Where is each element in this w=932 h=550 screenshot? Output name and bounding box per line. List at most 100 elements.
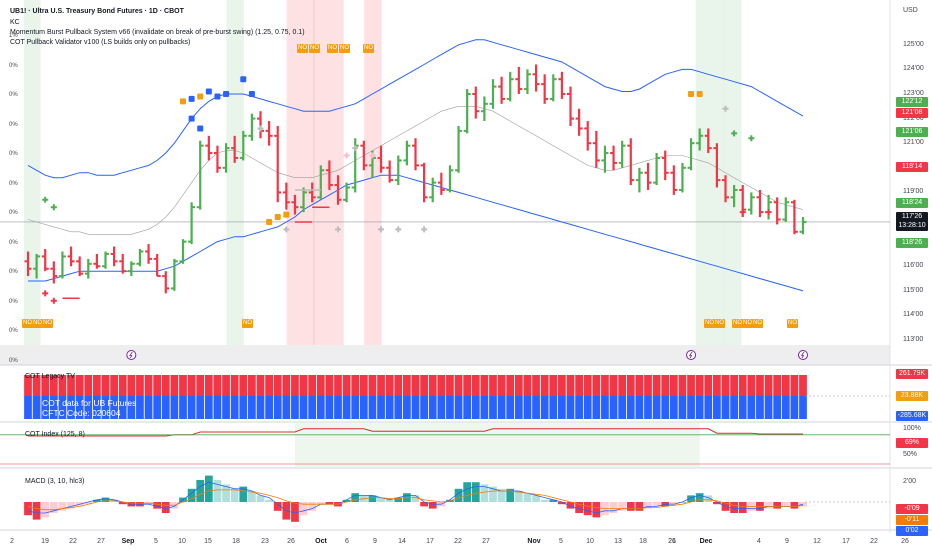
candle [282,182,290,210]
signal-square-marker [688,90,695,97]
macd-histogram-bar [730,502,738,513]
cot-short-bar [32,396,41,419]
cot-short-bar [549,396,558,419]
macd-histogram-bar [291,502,299,522]
macd-histogram-bar [626,502,635,511]
cot-long-bar [773,375,782,396]
indicator-cot-validator-label[interactable]: COT Pullback Validator v100 (LS builds o… [10,39,191,46]
price-tag: 13:28:10 [896,221,928,231]
macd-pane-title[interactable]: MACD (3, 10, hlc3) [25,478,85,485]
macd-histogram-bar [773,502,782,509]
candle [222,143,230,173]
price-label: 122'00 [903,114,924,122]
cot-short-bar [558,396,566,419]
candle [498,76,506,104]
macd-histogram-bar [385,499,394,502]
cot-long-bar [497,375,506,396]
price-tag: 121'06 [896,127,928,137]
plus-marker [50,204,57,211]
date-label: 15 [204,538,212,545]
candle [799,217,807,235]
macd-histogram-bar [256,495,265,502]
macd-histogram-bar [411,495,420,502]
candle [584,121,592,151]
macd-axis-label: 2'00 [903,478,917,485]
cot-short-bar [644,396,652,419]
macd-histogram-bar [161,502,170,513]
macd-histogram-bar [230,488,239,502]
no-signal-badge: NO [704,319,715,328]
cot-long-bar [506,375,515,396]
candle [188,202,196,245]
candle [627,138,635,186]
price-label: 114'00 [903,311,924,319]
cot-pane-title[interactable]: COT Legacy TV [25,373,75,380]
date-label: 13 [614,538,622,545]
no-signal-badge: NO [363,44,374,53]
cot-short-bar [385,396,394,419]
price-label: 116'00 [903,262,924,270]
candle [644,162,652,190]
currency-label: USD [903,7,918,14]
date-label: 26 [287,538,295,545]
cot-long-bar [351,375,360,396]
candle [127,261,135,277]
indicator-kc-label[interactable]: KC [10,19,20,26]
cot-long-bar [49,375,58,396]
price-tag: 117'26 [896,212,928,222]
macd-histogram-bar [58,502,67,511]
cot-long-bar [161,375,170,396]
candle [506,71,514,102]
candle [153,253,161,278]
chart-title[interactable]: UB1! · Ultra U.S. Treasury Bond Futures … [10,8,184,15]
cot-short-bar [480,396,489,419]
no-signal-badge: NO [297,44,308,53]
cot-index-zone [294,423,700,467]
plus-marker [748,135,755,142]
cot-index-pane-title[interactable]: COT Index (125, 8) [25,431,85,438]
signal-square-marker [197,125,204,132]
cot-long-bar [170,375,179,396]
macd-histogram-bar [506,488,515,502]
cot-long-bar [24,375,32,396]
cot-long-bar [256,375,265,396]
macd-histogram-bar [644,502,652,509]
cot-long-bar [411,375,420,396]
cot-short-bar [540,396,549,419]
cot-legacy-layer [24,375,890,419]
candle [696,128,704,151]
indicator-momentum-label[interactable]: Momentum Burst Pullback System v66 (inva… [10,29,305,36]
plus-marker [369,152,376,159]
macd-histogram-bar [738,502,747,513]
cot-long-bar [652,375,661,396]
candle [678,162,686,193]
plus-marker [257,125,264,132]
cot-short-bar [678,396,687,419]
macd-histogram-bar [558,502,566,505]
cot-long-bar [230,375,239,396]
cot-short-bar [110,396,118,419]
candle [334,175,342,205]
percent-label: 0% [9,180,18,187]
macd-histogram-bar [497,488,506,502]
cot-long-bar [730,375,738,396]
cot-short-bar [299,396,308,419]
candle [76,256,84,277]
cot-long-bar [601,375,609,396]
candle [300,187,308,213]
price-tag: 121'08 [896,108,928,118]
macd-histogram-bar [764,502,773,509]
cot-long-bar [790,375,799,396]
cot-long-bar [368,375,377,396]
price-tag: 118'26 [896,238,928,248]
background-layer [0,0,932,533]
cot-tag-long: 261.79K [896,369,928,379]
macd-line [27,481,804,514]
candle [515,66,523,94]
signal-square-marker [214,93,221,100]
lightning-icon [686,350,697,360]
cot-long-bar [514,375,523,396]
candle [687,138,695,171]
cot-long-bar [549,375,558,396]
